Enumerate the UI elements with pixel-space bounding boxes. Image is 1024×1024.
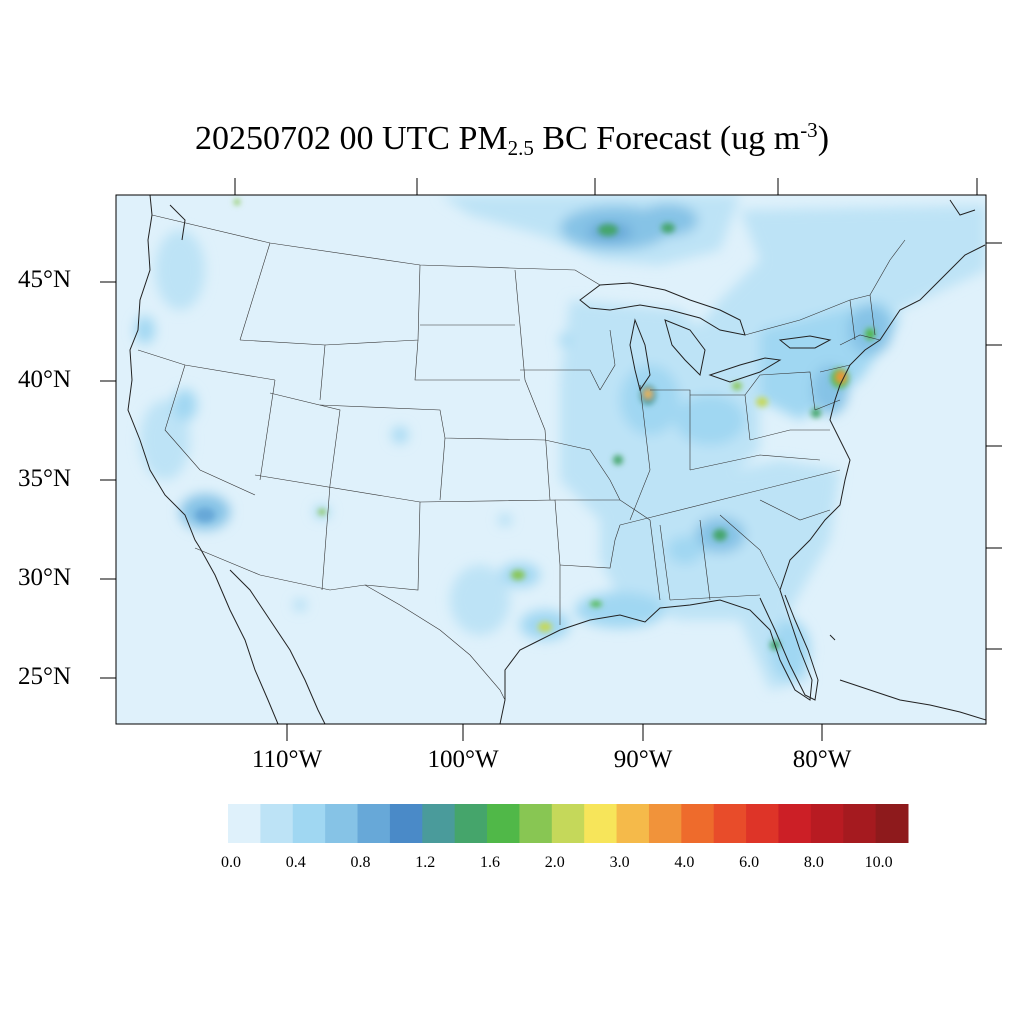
colorbar: [228, 804, 909, 843]
lat-label-45: 45°N: [18, 266, 72, 293]
colorbar-swatch: [810, 804, 844, 843]
colorbar-swatch: [681, 804, 715, 843]
colorbar-swatch: [551, 804, 585, 843]
colorbar-label: 2.0: [544, 854, 565, 871]
colorbar-label: 8.0: [803, 854, 824, 871]
colorbar-label: 4.0: [674, 854, 695, 871]
lat-label-25: 25°N: [18, 663, 72, 690]
colorbar-swatch: [584, 804, 618, 843]
colorbar-label: 0.4: [285, 854, 306, 871]
colorbar-swatch: [325, 804, 359, 843]
colorbar-swatch: [875, 804, 909, 843]
colorbar-label: 0.8: [350, 854, 371, 871]
map-frame: [115, 194, 987, 725]
axis-ticks: [100, 178, 1002, 741]
lat-label-30: 30°N: [18, 564, 72, 591]
state-borders: [137, 214, 906, 701]
colorbar-swatch: [519, 804, 553, 843]
florida-coast: [759, 594, 819, 701]
lat-label-35: 35°N: [18, 465, 72, 492]
map-title: 20250702 00 UTC PM2.5 BC Forecast (ug m-…: [194, 118, 830, 160]
lon-label-100: 100°W: [427, 746, 499, 773]
colorbar-swatch: [454, 804, 488, 843]
colorbar-swatch: [746, 804, 779, 843]
colorbar-label: 1.6: [480, 854, 501, 871]
lon-label-80: 80°W: [792, 746, 852, 773]
colorbar-swatch: [228, 804, 261, 843]
lat-label-40: 40°N: [18, 366, 72, 393]
colorbar-swatch: [487, 804, 520, 843]
colorbar-swatch: [422, 804, 456, 843]
lon-label-110: 110°W: [251, 746, 323, 773]
colorbar-swatch: [260, 804, 294, 843]
colorbar-swatch: [713, 804, 747, 843]
colorbar-label: 10.0: [864, 854, 893, 871]
colorbar-label: 0.0: [221, 854, 241, 871]
colorbar-label: 3.0: [609, 854, 630, 871]
hotspots: [195, 199, 875, 650]
colorbar-swatch: [648, 804, 682, 843]
colorbar-swatch: [616, 804, 650, 843]
colorbar-swatch: [389, 804, 423, 843]
colorbar-label: 1.2: [415, 854, 436, 871]
colorbar-label: 6.0: [739, 854, 760, 871]
lon-label-90: 90°W: [613, 746, 673, 773]
colorbar-swatch: [843, 804, 877, 843]
colorbar-swatch: [778, 804, 812, 843]
colorbar-swatch: [357, 804, 391, 843]
colorbar-swatch: [292, 804, 326, 843]
